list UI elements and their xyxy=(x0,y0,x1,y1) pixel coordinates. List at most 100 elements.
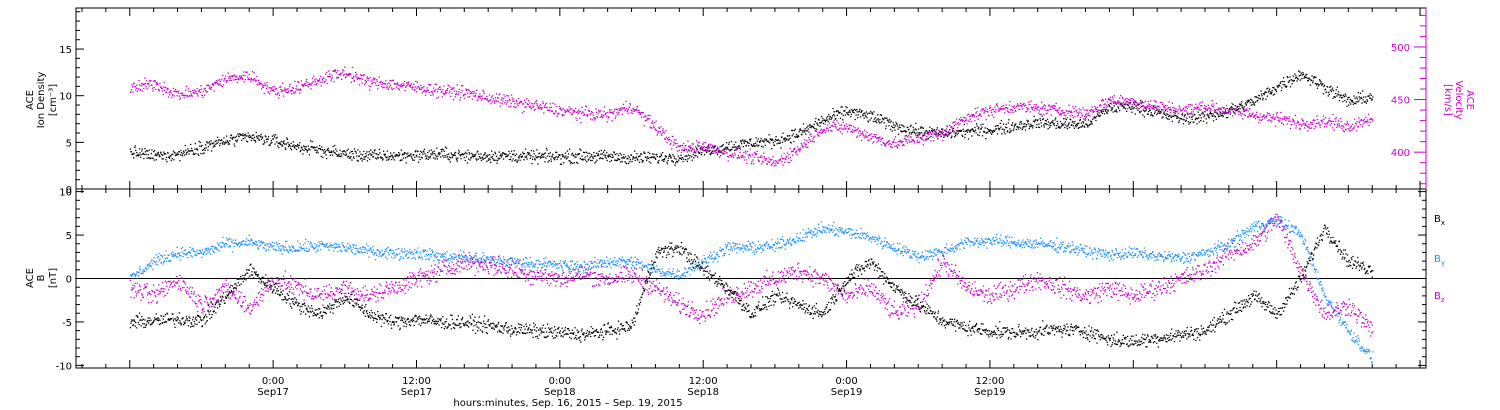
ion-density-point xyxy=(243,134,245,136)
velocity-point xyxy=(420,88,422,91)
ion-density-point xyxy=(1257,99,1259,101)
velocity-point xyxy=(875,133,877,136)
velocity-point xyxy=(1250,115,1252,117)
velocity-point xyxy=(737,156,739,158)
ion-density-point xyxy=(425,158,427,160)
ion-density-point xyxy=(1351,99,1354,102)
velocity-point xyxy=(562,108,564,110)
ion-density-point xyxy=(1096,113,1099,115)
ion-density-point xyxy=(383,153,385,155)
by-point xyxy=(229,245,231,247)
velocity-point xyxy=(856,136,858,138)
velocity-point xyxy=(1222,111,1224,113)
ion-density-point xyxy=(367,154,370,156)
ion-density-point xyxy=(1232,111,1235,113)
velocity-point xyxy=(312,77,314,79)
ion-density-point xyxy=(464,152,466,155)
velocity-point xyxy=(321,81,323,84)
velocity-point xyxy=(248,78,250,80)
ion-density-point xyxy=(1281,87,1283,89)
ion-density-point xyxy=(633,157,635,159)
velocity-point xyxy=(828,122,830,124)
velocity-point xyxy=(1356,121,1358,123)
velocity-point xyxy=(144,82,147,85)
velocity-point xyxy=(596,116,599,118)
ion-density-point xyxy=(1204,111,1206,113)
velocity-point xyxy=(957,127,959,129)
ion-density-point xyxy=(1244,102,1247,104)
ion-density-point xyxy=(1110,107,1113,109)
velocity-point xyxy=(1302,123,1304,125)
velocity-point xyxy=(652,125,655,127)
ion-density-point xyxy=(548,160,550,162)
ion-density-point xyxy=(674,164,676,166)
velocity-point xyxy=(1362,123,1364,125)
velocity-point xyxy=(1131,98,1133,100)
ion-density-point xyxy=(1350,103,1352,105)
velocity-point xyxy=(192,89,194,92)
velocity-point xyxy=(215,80,218,82)
velocity-point xyxy=(792,154,794,156)
ion-density-point xyxy=(1316,87,1319,89)
ion-density-point xyxy=(1216,112,1219,114)
velocity-point xyxy=(1223,108,1225,110)
ion-density-point xyxy=(856,108,858,111)
ion-density-point xyxy=(302,145,305,147)
velocity-point xyxy=(1039,114,1041,116)
ion-density-point xyxy=(907,126,909,128)
ion-density-point xyxy=(609,155,612,158)
ion-density-point xyxy=(695,147,698,149)
velocity-point xyxy=(205,91,207,93)
by-point xyxy=(326,244,328,247)
ion-density-point xyxy=(998,127,1000,129)
velocity-point xyxy=(689,145,691,147)
by-point xyxy=(221,241,223,244)
velocity-point xyxy=(783,152,785,155)
velocity-point xyxy=(1096,109,1098,111)
velocity-point xyxy=(766,163,769,165)
ion-density-point xyxy=(1080,126,1082,128)
velocity-point xyxy=(1352,128,1354,130)
velocity-point xyxy=(1356,130,1358,132)
by-point xyxy=(314,243,316,245)
velocity-point xyxy=(496,100,498,103)
ion-density-point xyxy=(585,151,587,153)
ion-density-point xyxy=(662,158,664,161)
velocity-point xyxy=(812,140,814,142)
velocity-point xyxy=(372,79,374,81)
by-point xyxy=(165,260,168,262)
velocity-point xyxy=(1077,115,1079,117)
velocity-point xyxy=(1249,112,1251,115)
velocity-point xyxy=(460,92,462,94)
velocity-point xyxy=(719,150,721,152)
ion-density-point xyxy=(1270,91,1272,93)
ion-density-point xyxy=(271,141,273,144)
ion-density-point xyxy=(816,122,818,124)
velocity-point xyxy=(244,75,246,77)
ion-density-point xyxy=(224,142,226,144)
ion-density-point xyxy=(143,153,145,156)
velocity-point xyxy=(701,145,703,148)
ion-density-point xyxy=(617,158,619,160)
ion-density-point xyxy=(1252,103,1254,106)
velocity-point xyxy=(1082,118,1085,120)
ion-density-point xyxy=(1193,121,1195,123)
velocity-point xyxy=(276,88,278,90)
ion-density-point xyxy=(612,156,614,158)
velocity-point xyxy=(1289,120,1291,122)
ion-density-point xyxy=(429,155,431,158)
by-point xyxy=(287,251,290,254)
velocity-point xyxy=(400,85,402,87)
velocity-point xyxy=(1137,104,1140,106)
velocity-point xyxy=(839,131,842,133)
by-point xyxy=(179,255,181,257)
ion-density-point xyxy=(248,135,250,137)
velocity-point xyxy=(478,95,480,98)
velocity-point xyxy=(560,109,563,111)
velocity-point xyxy=(1190,111,1192,113)
velocity-point xyxy=(749,148,751,150)
ion-density-point xyxy=(1332,97,1334,99)
velocity-point xyxy=(1123,104,1125,106)
by-point xyxy=(132,278,134,280)
velocity-point xyxy=(958,124,960,126)
